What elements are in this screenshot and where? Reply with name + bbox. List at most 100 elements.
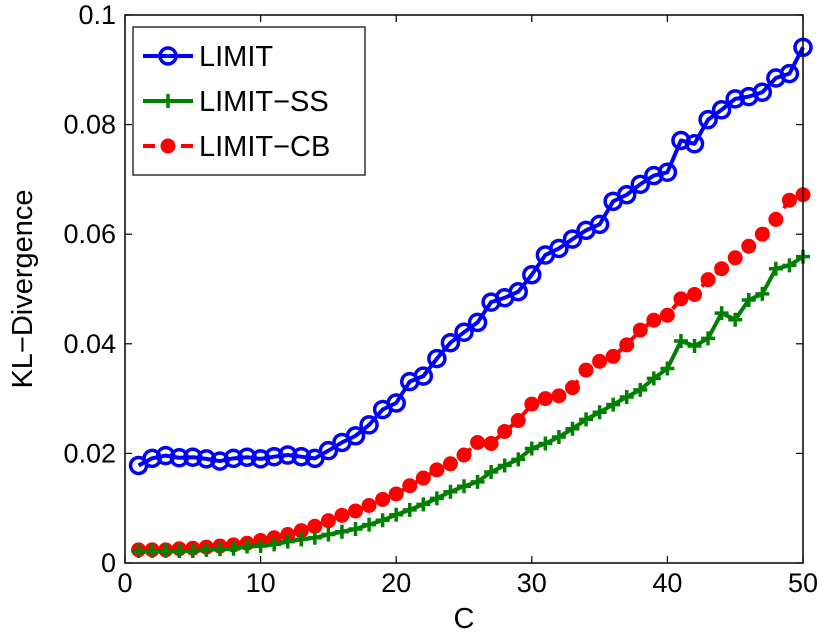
data-point-limit: [386, 393, 406, 413]
data-point-limit-ss: [484, 465, 499, 480]
data-point-limit-cb: [524, 396, 540, 412]
data-point-limit: [630, 174, 651, 195]
y-tick-label: 0.06: [63, 219, 116, 249]
series-line-limit-ss: [138, 254, 805, 553]
data-point-limit-cb: [551, 388, 567, 404]
data-point-limit: [698, 109, 718, 130]
x-tick-label: 0: [117, 568, 132, 598]
data-point-limit-cb: [537, 391, 553, 407]
data-point-limit-ss: [673, 334, 688, 349]
data-point-limit-ss: [741, 292, 756, 307]
legend-entry-limit-ss: LIMIT−SS: [143, 86, 329, 118]
axes-box: [124, 14, 804, 564]
data-point-limit-cb: [632, 322, 648, 338]
series-limit-cb: [131, 187, 811, 558]
data-point-limit-cb: [483, 436, 499, 452]
data-point-limit-ss: [551, 429, 566, 444]
data-point-limit-ss: [524, 441, 539, 456]
data-point-limit-cb: [429, 462, 445, 478]
data-point-limit-ss: [172, 543, 187, 558]
data-point-limit: [345, 426, 366, 446]
data-point-limit-ss: [158, 543, 173, 558]
data-point-limit: [440, 332, 461, 353]
series-limit-ss: [131, 249, 810, 558]
x-tick-label: 20: [381, 568, 411, 598]
data-point-limit-ss: [402, 502, 417, 517]
data-point-limit: [562, 229, 583, 249]
data-point-limit-ss: [348, 522, 363, 537]
series-layer: [128, 37, 813, 558]
data-point-limit-ss: [755, 286, 770, 301]
data-point-limit-ss: [768, 261, 783, 276]
data-point-limit-ss: [321, 527, 336, 542]
data-point-limit-cb: [348, 503, 364, 519]
data-point-limit: [508, 281, 528, 302]
data-point-limit-ss: [660, 361, 675, 376]
data-point-limit: [210, 451, 230, 471]
data-point-limit-ss: [497, 458, 512, 473]
data-point-limit-cb: [646, 312, 662, 328]
data-point-limit-ss: [565, 421, 580, 436]
data-point-limit-cb: [510, 413, 526, 429]
data-point-limit-cb: [687, 286, 703, 302]
legend-label-limit: LIMIT: [199, 41, 273, 73]
data-point-limit-ss: [782, 258, 797, 273]
data-point-limit-ss: [701, 331, 716, 346]
data-point-limit-ss: [334, 524, 349, 539]
data-point-limit: [454, 322, 474, 343]
legend-marker-limit: [158, 46, 178, 66]
data-point-limit-cb: [564, 380, 580, 396]
y-axis-label: KL−Divergence: [7, 189, 39, 388]
data-point-limit-ss: [185, 543, 200, 558]
data-point-limit-ss: [592, 405, 607, 420]
data-point-limit: [196, 449, 217, 469]
data-point-limit: [549, 238, 569, 259]
data-point-limit-ss: [199, 542, 214, 557]
data-point-limit-ss: [619, 389, 634, 404]
x-tick-label: 40: [652, 568, 682, 598]
data-point-limit-ss: [294, 532, 309, 547]
data-point-limit-ss: [416, 497, 431, 512]
data-point-limit-cb: [592, 353, 608, 369]
data-point-limit-ss: [131, 543, 146, 558]
data-point-limit: [413, 366, 434, 386]
data-point-limit-ss: [579, 412, 594, 427]
data-point-limit-cb: [361, 497, 377, 513]
data-point-limit: [169, 448, 189, 468]
data-point-limit-ss: [145, 543, 160, 558]
data-point-limit-cb: [578, 362, 594, 378]
legend-label-limit-ss: LIMIT−SS: [199, 86, 329, 118]
data-point-limit-ss: [253, 539, 268, 554]
ticks-layer: 0 10 20 30 40 50 0 0.02 0.04 0.06 0.08 0.1: [63, 0, 818, 598]
series-line-limit-cb: [138, 192, 804, 552]
data-point-limit-ss: [389, 507, 404, 522]
data-point-limit-cb: [456, 447, 472, 463]
data-point-limit: [264, 446, 284, 467]
data-point-limit-cb: [754, 226, 770, 242]
data-point-limit: [183, 447, 203, 467]
data-point-limit: [779, 63, 800, 84]
data-point-limit-ss: [362, 517, 377, 532]
data-point-limit: [427, 348, 447, 369]
data-point-limit-cb: [673, 291, 689, 307]
legend-entry-limit-cb: LIMIT−CB: [143, 131, 330, 163]
data-point-limit: [237, 447, 257, 467]
data-point-limit-cb: [619, 337, 635, 353]
data-point-limit: [522, 265, 542, 285]
data-point-limit-cb: [402, 478, 418, 494]
data-point-limit-ss: [606, 397, 621, 412]
y-tick-label: 0.04: [63, 329, 116, 359]
data-point-limit: [223, 448, 244, 469]
x-tick-label: 50: [788, 568, 818, 598]
data-point-limit-cb: [727, 250, 743, 266]
series-limit: [128, 37, 813, 476]
data-point-limit: [155, 445, 176, 466]
y-tick-label: 0: [101, 548, 116, 578]
data-point-limit: [318, 440, 339, 461]
data-point-limit-cb: [470, 434, 486, 450]
legend-entry-limit: LIMIT: [143, 41, 273, 73]
data-point-limit-cb: [714, 261, 730, 277]
data-point-limit: [142, 448, 162, 469]
data-point-limit: [657, 162, 678, 183]
data-point-limit-ss: [538, 436, 553, 451]
